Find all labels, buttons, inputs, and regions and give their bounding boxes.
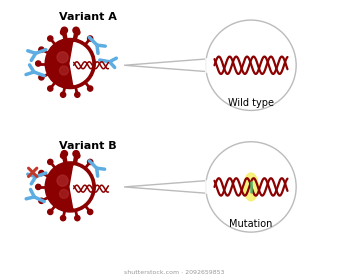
Circle shape bbox=[59, 189, 68, 199]
Circle shape bbox=[75, 216, 80, 221]
Circle shape bbox=[57, 52, 68, 63]
Circle shape bbox=[59, 66, 68, 75]
Circle shape bbox=[88, 209, 93, 214]
Circle shape bbox=[75, 30, 80, 35]
Circle shape bbox=[75, 92, 80, 97]
Circle shape bbox=[206, 142, 296, 232]
Text: shutterstock.com · 2092659853: shutterstock.com · 2092659853 bbox=[124, 270, 225, 275]
Circle shape bbox=[48, 36, 53, 41]
Circle shape bbox=[60, 92, 66, 97]
Text: Mutation: Mutation bbox=[229, 220, 273, 230]
Circle shape bbox=[36, 61, 41, 66]
Circle shape bbox=[39, 198, 44, 203]
Circle shape bbox=[73, 151, 79, 157]
Circle shape bbox=[60, 216, 66, 221]
Circle shape bbox=[88, 159, 93, 165]
Ellipse shape bbox=[244, 173, 258, 201]
Circle shape bbox=[57, 175, 68, 186]
Circle shape bbox=[48, 209, 53, 214]
Wedge shape bbox=[70, 166, 91, 208]
Text: Variant B: Variant B bbox=[59, 141, 117, 151]
Circle shape bbox=[206, 20, 296, 110]
Circle shape bbox=[48, 159, 53, 165]
Circle shape bbox=[60, 153, 66, 158]
Wedge shape bbox=[70, 43, 91, 85]
Circle shape bbox=[36, 184, 41, 190]
Polygon shape bbox=[124, 59, 206, 71]
Circle shape bbox=[75, 153, 80, 158]
Circle shape bbox=[60, 30, 66, 35]
Circle shape bbox=[88, 86, 93, 91]
Polygon shape bbox=[124, 181, 206, 193]
Circle shape bbox=[48, 86, 53, 91]
Circle shape bbox=[88, 36, 93, 41]
Text: Wild type: Wild type bbox=[228, 98, 274, 108]
Text: Variant A: Variant A bbox=[59, 11, 117, 22]
Circle shape bbox=[61, 27, 67, 33]
Circle shape bbox=[39, 75, 44, 80]
Circle shape bbox=[39, 47, 44, 52]
Circle shape bbox=[39, 171, 44, 176]
Circle shape bbox=[73, 27, 79, 33]
Circle shape bbox=[45, 162, 95, 212]
Circle shape bbox=[45, 38, 95, 88]
Circle shape bbox=[61, 151, 67, 157]
